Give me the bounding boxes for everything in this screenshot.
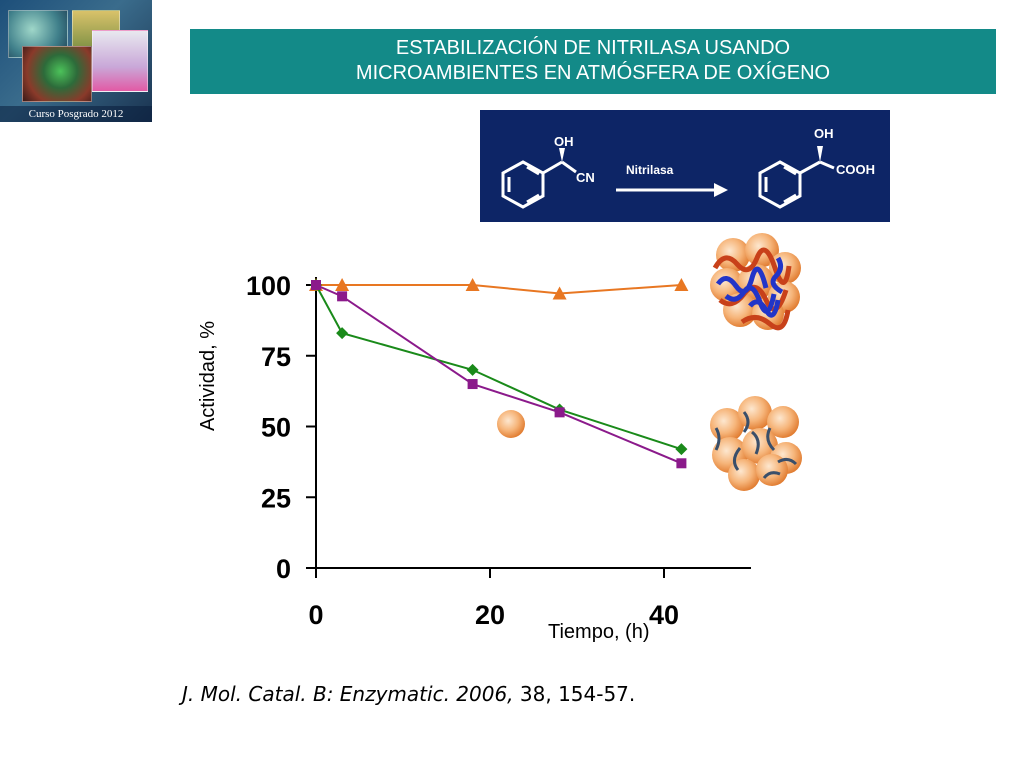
citation-volume-pages: 38, 154-57. [513,682,636,706]
data-point [675,443,688,456]
logo-caption: Curso Posgrado 2012 [0,106,152,122]
data-point [336,327,349,340]
y-tick-label: 25 [261,483,291,513]
chart-axes: 0 25 50 75 100 0 20 40 [246,271,751,630]
reactant-cn-label: CN [576,170,595,185]
citation-journal: J. Mol. Catal. B: Enzymatic. 2006, [182,682,514,706]
data-point [335,278,350,291]
data-point [337,291,348,302]
title-line-1: ESTABILIZACIÓN DE NITRILASA USANDO [395,37,791,59]
y-tick-label: 50 [261,413,291,443]
reaction-arrow [616,183,728,197]
title-line-2: MICROAMBIENTES EN ATMÓSFERA DE OXÍGENO [355,62,831,84]
course-logo: Curso Posgrado 2012 [0,0,152,122]
x-tick-label: 40 [649,600,679,630]
series-square [311,280,687,469]
y-tick-label: 75 [261,342,291,372]
product-benzene-ring [758,146,835,209]
product-oh-label: OH [814,126,834,141]
y-axis-label: Actividad, % [197,321,219,431]
series-line [315,284,682,465]
data-point [674,278,689,291]
y-tick-label: 0 [276,554,291,584]
product-cooh-label: COOH [836,162,875,177]
slide-title: ESTABILIZACIÓN DE NITRILASA USANDO MICRO… [190,29,996,94]
reaction-scheme: OH CN Nitrilasa OH COOH [480,110,890,222]
data-point [552,286,567,300]
single-bead-illustration [497,410,525,438]
data-point [311,280,321,290]
reactant-benzene-ring [501,148,577,209]
x-tick-label: 20 [475,600,505,630]
reaction-svg: OH CN Nitrilasa OH COOH [501,126,875,209]
series-triangle [309,278,689,300]
x-axis-label: Tiempo, (h) [548,621,650,643]
chart-series [309,278,689,469]
logo-photo-flasks [92,30,148,92]
citation: J. Mol. Catal. B: Enzymatic. 2006, 38, 1… [182,682,635,706]
logo-photo-molecule [22,46,92,102]
bead-cluster-illustration [710,396,802,491]
data-point [466,363,479,376]
enzyme-label: Nitrilasa [626,163,674,177]
reactant-oh-label: OH [554,134,574,149]
data-point [554,407,565,418]
data-point [676,458,687,469]
x-tick-label: 0 [308,600,323,630]
series-line [316,284,682,295]
data-point [465,278,480,291]
y-tick-label: 100 [246,271,291,301]
bead-cluster-polymer-illustration [710,233,801,331]
data-point [467,379,478,390]
